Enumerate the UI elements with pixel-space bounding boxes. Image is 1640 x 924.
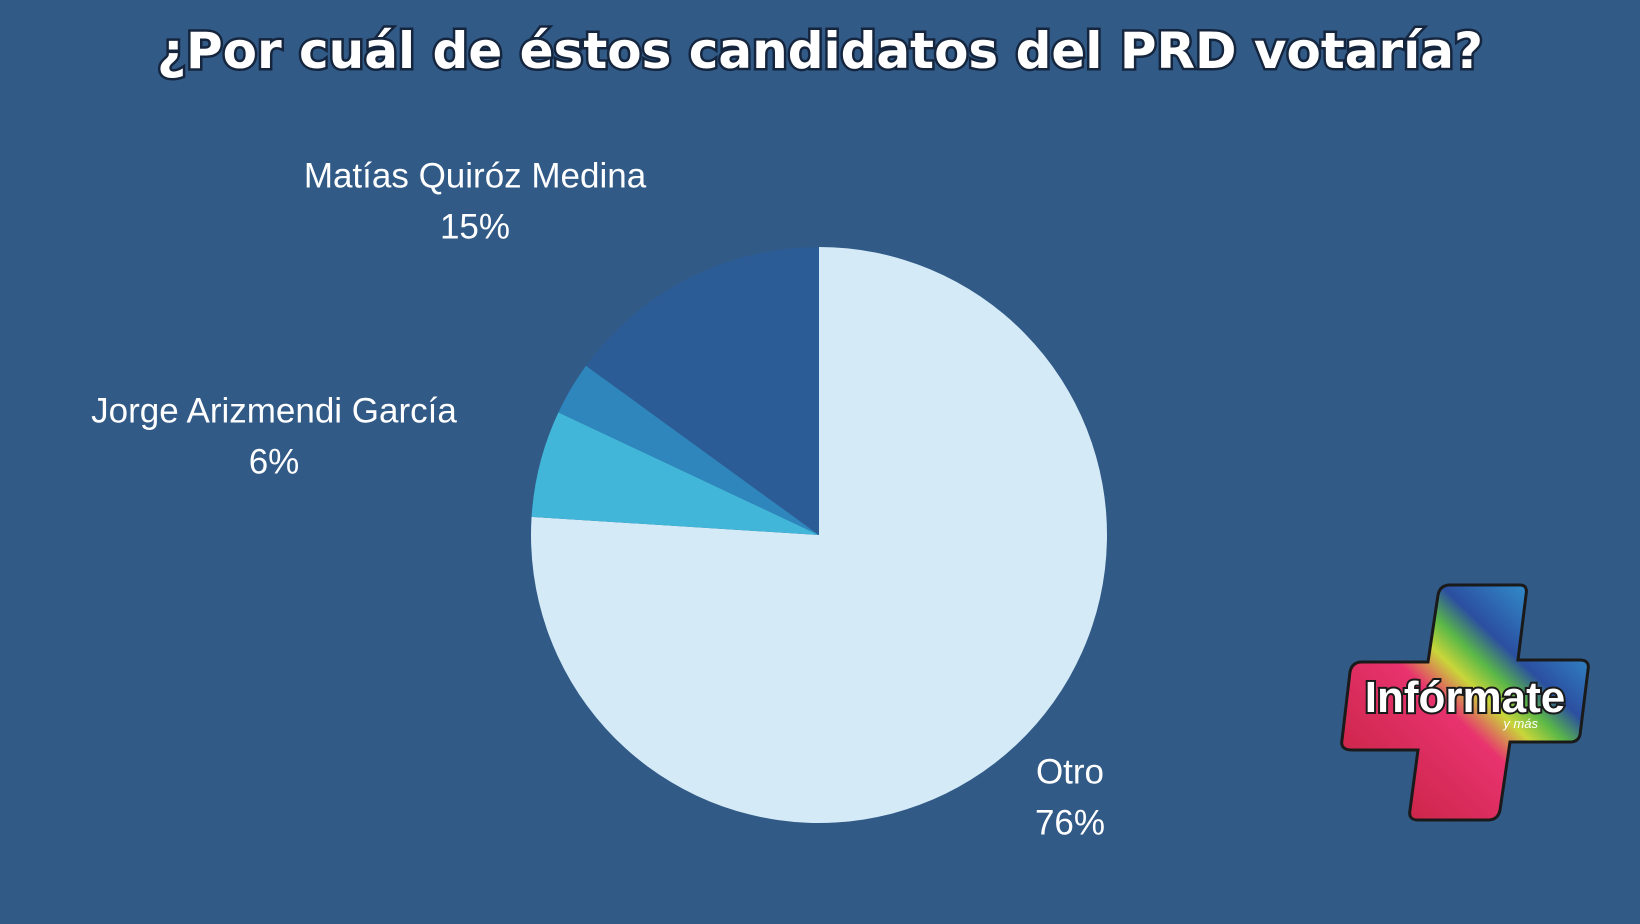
logo-text: Infórmate	[1365, 673, 1565, 722]
logo-subtext: y más	[1502, 716, 1538, 731]
slice-value-label: 15%	[440, 207, 510, 246]
logo-cross	[1340, 583, 1590, 822]
pie-slice	[531, 412, 819, 535]
slice-label: Jorge Arizmendi García	[91, 391, 457, 430]
logo: Infórmate y más	[1340, 583, 1590, 822]
slice-label: Matías Quiróz Medina	[304, 156, 647, 195]
pie-slice	[586, 247, 819, 535]
slice-value-label: 6%	[249, 442, 300, 481]
slice-label: Otro	[1036, 752, 1104, 791]
pie-slice	[558, 365, 819, 535]
pie-slice	[531, 247, 1107, 823]
chart-title: ¿Por cuál de éstos candidatos del PRD vo…	[157, 22, 1483, 80]
slice-value-label: 76%	[1035, 803, 1105, 842]
